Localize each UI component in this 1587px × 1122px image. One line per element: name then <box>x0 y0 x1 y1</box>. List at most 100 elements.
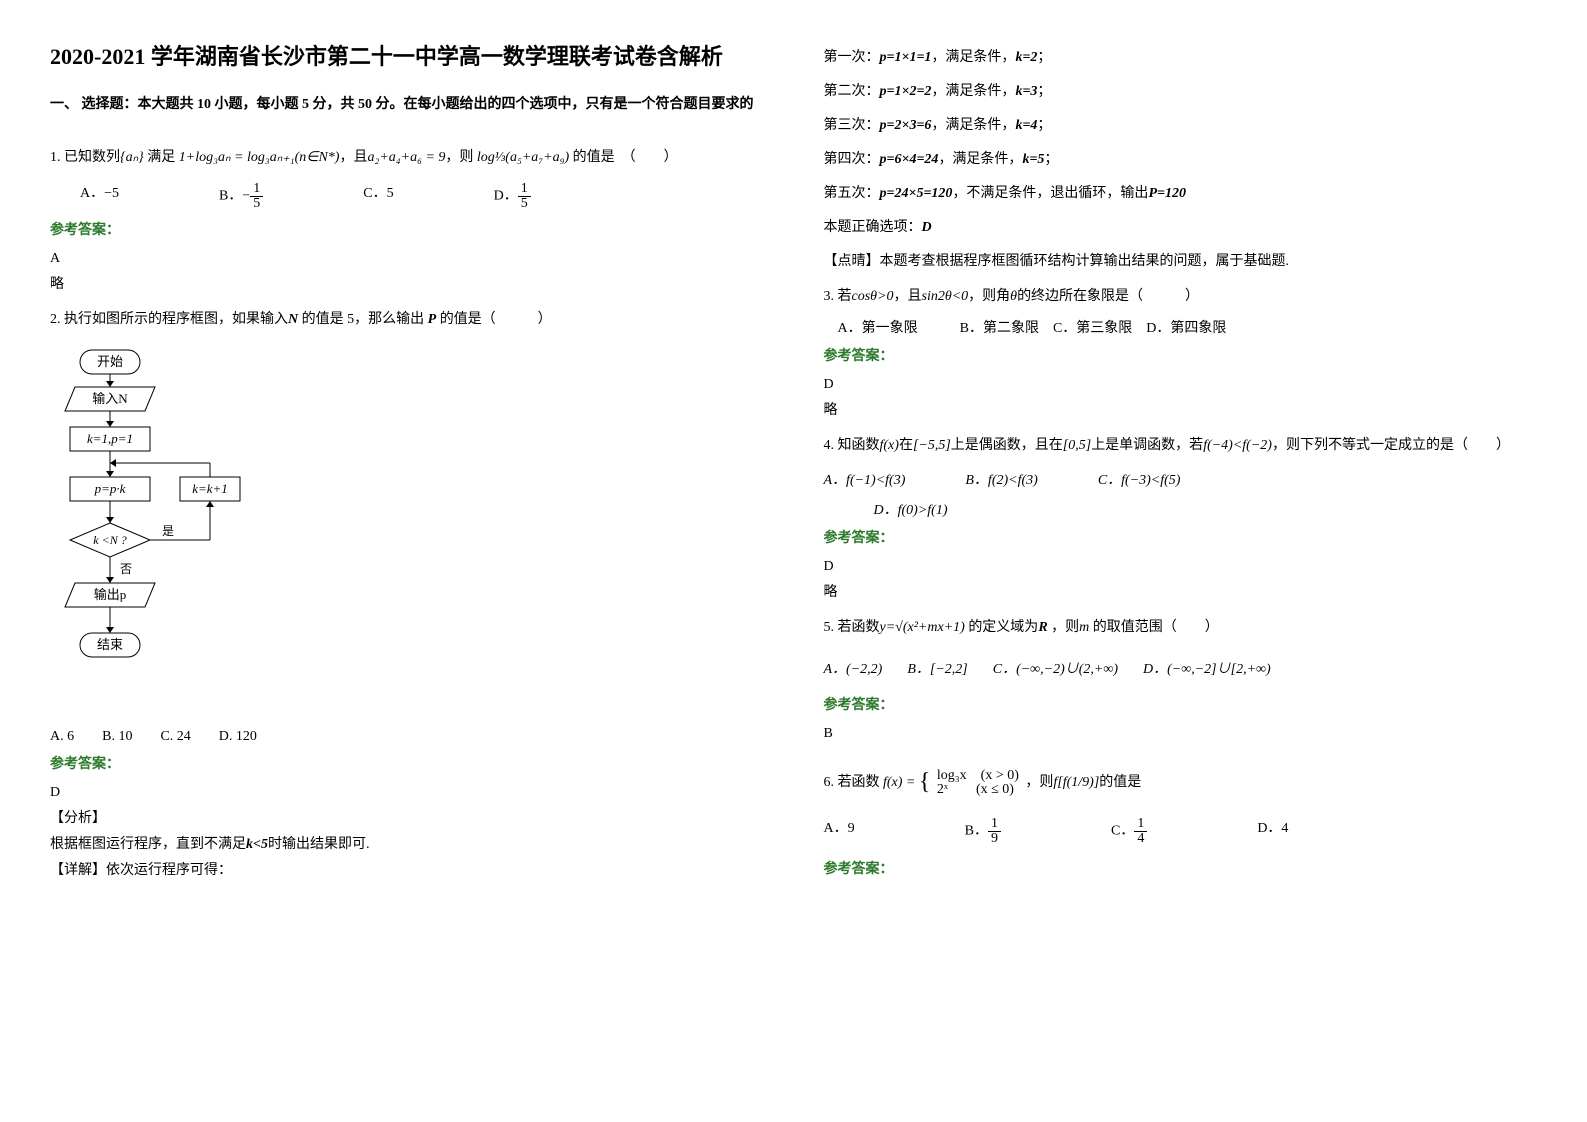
q2-correct-label: 本题正确选项： <box>824 220 922 235</box>
q4-opt-a: A．f(−1)<f(3) <box>824 469 906 489</box>
q5-t2: ，则 <box>1048 620 1080 635</box>
q3-m1: cosθ>0 <box>852 289 894 304</box>
q1-optb-den: 5 <box>250 197 263 211</box>
q5-m: m <box>1079 620 1089 635</box>
q5-fn: y=√(x²+mx+1) <box>880 620 965 635</box>
s2s: ，满足条件， <box>931 84 1015 99</box>
question-1: 1. 已知数列{aₙ} 满足 1+log₃aₙ = log₃aₙ₊₁(n∈N*)… <box>50 145 764 172</box>
s3t: 第三次： <box>824 118 880 133</box>
question-2: 2. 执行如图所示的程序框图，如果输入N 的值是 5，那么输出 P 的值是（ ） <box>50 307 764 334</box>
q1-opt-a: A．−5 <box>80 182 119 211</box>
q2-var-p: P <box>428 312 437 327</box>
q2-correct-val: D <box>922 220 932 235</box>
s4e: ； <box>1044 152 1058 167</box>
q6-opt-d: D．4 <box>1257 817 1288 846</box>
s1k: k=2 <box>1015 50 1037 65</box>
q6-t1: ，则 <box>1025 775 1053 790</box>
q1-opt-c: C．5 <box>363 182 393 211</box>
s1s: ，满足条件， <box>931 50 1015 65</box>
q4-prefix: 4. 知函数 <box>824 438 880 453</box>
q1-opt-d: D．15 <box>494 182 531 211</box>
section-heading: 一、 选择题：本大题共 10 小题，每小题 5 分，共 50 分。在每小题给出的… <box>50 93 764 113</box>
q6-optb-den: 9 <box>988 832 1001 846</box>
fc-input: 输入N <box>92 391 128 406</box>
q4-int1: [−5,5] <box>913 438 951 453</box>
fc-end: 结束 <box>97 637 123 652</box>
q4-int2: [0,5] <box>1063 438 1091 453</box>
q1-mid2: ，且 <box>339 150 367 165</box>
q1-optd-den: 5 <box>518 197 531 211</box>
q6-answer-label: 参考答案： <box>824 858 1538 878</box>
q3-prefix: 3. 若 <box>824 289 852 304</box>
q1-text: 1. 已知数列{aₙ} 满足 1+log₃aₙ = log₃aₙ₊₁(n∈N*)… <box>50 150 678 165</box>
q2-answer-label: 参考答案： <box>50 753 764 773</box>
q2-detail-label: 【详解】依次运行程序可得： <box>50 859 764 879</box>
q2-answer-value: D <box>50 785 764 801</box>
q3-suffix: ，则角 <box>968 289 1010 304</box>
q5-opt-b: B．[−2,2] <box>907 658 967 678</box>
q2-step2: 第二次：p=1×2=2，满足条件，k=3； <box>824 80 1538 100</box>
s4m: p=6×4=24 <box>880 152 939 167</box>
s5k: P=120 <box>1148 186 1186 201</box>
q4-options-row1: A．f(−1)<f(3) B．f(2)<f(3) C．f(−3)<f(5) <box>824 469 1538 489</box>
q2-step5: 第五次：p=24×5=120，不满足条件，退出循环，输出P=120 <box>824 182 1538 202</box>
q3-options: A．第一象限 B．第二象限 C．第三象限 D．第四象限 <box>824 317 1538 337</box>
s2t: 第二次： <box>824 84 880 99</box>
s2m: p=1×2=2 <box>880 84 932 99</box>
q3-answer-value: D <box>824 377 1538 393</box>
q1-note: 略 <box>50 273 764 293</box>
fc-cond: k <N ? <box>93 533 126 547</box>
q5-t1: 的定义域为 <box>965 620 1039 635</box>
exam-title: 2020-2021 学年湖南省长沙市第二十一中学高一数学理联考试卷含解析 <box>50 40 764 73</box>
q4-opt-b: B．f(2)<f(3) <box>965 469 1037 489</box>
q1-seq: {aₙ} <box>120 150 144 165</box>
q4-opt-c: C．f(−3)<f(5) <box>1098 469 1181 489</box>
q2-correct: 本题正确选项：D <box>824 216 1538 236</box>
q4-ineq: f(−4)<f(−2) <box>1203 438 1272 453</box>
s5t: 第五次： <box>824 186 880 201</box>
q4-t2: 上是偶函数，且在 <box>951 438 1063 453</box>
right-column: 第一次：p=1×1=1，满足条件，k=2； 第二次：p=1×2=2，满足条件，k… <box>824 40 1538 1082</box>
q2-step1: 第一次：p=1×1=1，满足条件，k=2； <box>824 46 1538 66</box>
q6-fn: f(x) = <box>883 775 919 790</box>
q5-options: A．(−2,2) B．[−2,2] C．(−∞,−2)∪(2,+∞) D．(−∞… <box>824 658 1538 678</box>
q1-optd-num: 1 <box>518 182 531 197</box>
q6-options: A．9 B．19 C．14 D．4 <box>824 817 1538 846</box>
s2e: ； <box>1037 84 1051 99</box>
flowchart-diagram: 开始 输入N k=1,p=1 p=p·k k <N ? 是 k <box>50 345 764 705</box>
q1-mid3: ，则 <box>445 150 473 165</box>
s4t: 第四次： <box>824 152 880 167</box>
q1-answer-label: 参考答案： <box>50 219 764 239</box>
q6-optc-num: 1 <box>1134 817 1147 832</box>
q2-step4: 第四次：p=6×4=24，满足条件，k=5； <box>824 148 1538 168</box>
q4-fx: f(x) <box>880 438 899 453</box>
q3-note: 略 <box>824 399 1538 419</box>
q2-text3: 的值是（ ） <box>436 312 552 327</box>
q6-opt-c: C．14 <box>1111 817 1147 846</box>
q5-opt-a: A．(−2,2) <box>824 658 883 678</box>
s1m: p=1×1=1 <box>880 50 932 65</box>
q2-text2: 的值是 5，那么输出 <box>298 312 428 327</box>
q5-prefix: 5. 若函数 <box>824 620 880 635</box>
q2-text1: 2. 执行如图所示的程序框图，如果输入 <box>50 312 288 327</box>
q3-answer-label: 参考答案： <box>824 345 1538 365</box>
q6-fn-top: log₃x (x > 0) <box>934 769 1022 783</box>
question-4: 4. 知函数f(x)在[−5,5]上是偶函数，且在[0,5]上是单调函数，若f(… <box>824 433 1538 460</box>
q1-eq3: log⅓(a₅+a₇+a₉) <box>477 150 569 165</box>
s3k: k=4 <box>1015 118 1037 133</box>
s4k: k=5 <box>1022 152 1044 167</box>
q5-opt-d: D．(−∞,−2]∪[2,+∞) <box>1143 658 1271 678</box>
q1-eq1: 1+log₃aₙ = log₃aₙ₊₁(n∈N*) <box>179 150 340 165</box>
q4-answer-value: D <box>824 559 1538 575</box>
fc-init: k=1,p=1 <box>87 431 133 446</box>
q2-analysis-math: k<5 <box>246 837 268 852</box>
fc-calc: p=p·k <box>94 481 126 496</box>
s1t: 第一次： <box>824 50 880 65</box>
q3-suffix2: 的终边所在象限是（ ） <box>1017 289 1199 304</box>
s3e: ； <box>1037 118 1051 133</box>
q6-optc-label: C． <box>1111 824 1134 839</box>
q2-analysis-text2: 时输出结果即可. <box>268 837 370 852</box>
fc-no: 否 <box>120 562 132 576</box>
q6-opt-b: B．19 <box>965 817 1001 846</box>
q5-t3: 的取值范围（ ） <box>1089 620 1219 635</box>
